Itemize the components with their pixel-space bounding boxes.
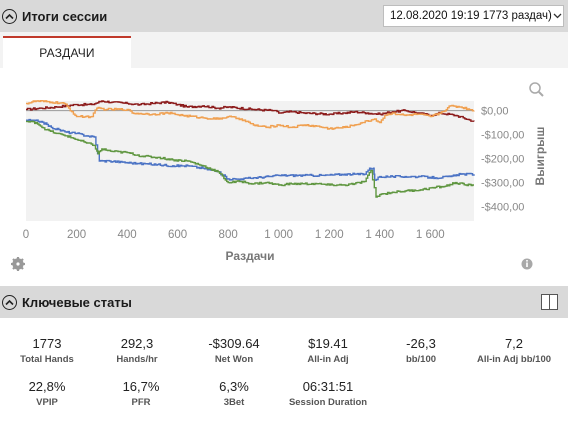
stat-session-duration: 06:31:51 Session Duration	[283, 379, 373, 409]
series-line-1	[26, 100, 475, 122]
stat-value: 6,3%	[219, 379, 249, 394]
chevron-up-icon	[5, 13, 14, 19]
stat-value: -26,3	[406, 336, 436, 351]
winnings-chart: 0 200 400 600 800 1 000 1 200 1 400 1 600 $0,00 -…	[11, 82, 547, 271]
stat-vpip: 22,8% VPIP	[2, 379, 92, 409]
x-tick-label: 1 200	[315, 229, 344, 241]
stat-3bet: 6,3% 3Bet	[189, 379, 279, 409]
x-tick-label: 400	[117, 229, 136, 241]
series-line-3	[26, 118, 475, 181]
collapse-session-button[interactable]	[2, 8, 17, 24]
session-header: Итоги сессии 12.08.2020 19:19 1773 разда…	[0, 0, 568, 32]
tab-bar: РАЗДАЧИ	[0, 32, 568, 68]
y-tick-label: -$100,00	[481, 130, 524, 142]
chevron-up-icon	[5, 299, 14, 305]
y-tick-label: -$200,00	[481, 154, 524, 166]
stats-grid: 1773 Total Hands 292,3 Hands/hr -$309.64…	[0, 318, 568, 421]
stat-value: 1773	[32, 336, 62, 351]
stats-title: Ключевые статы	[22, 294, 132, 310]
stat-label: Session Duration	[288, 397, 368, 408]
session-select[interactable]: 12.08.2020 19:19 1773 раздач)	[383, 5, 564, 27]
magnifier-icon[interactable]	[529, 82, 544, 97]
stat-label: Total Hands	[20, 354, 74, 365]
y-tick-label: $0,00	[481, 106, 509, 118]
stat-value: 16,7%	[122, 379, 160, 394]
x-tick-label: 600	[168, 229, 187, 241]
series-line-4	[26, 120, 474, 198]
stats-header: Ключевые статы	[0, 286, 568, 318]
stat-total-hands: 1773 Total Hands	[2, 336, 92, 366]
stat-label: Hands/hr	[116, 354, 158, 365]
stat-label: bb/100	[405, 354, 437, 365]
session-title: Итоги сессии	[22, 8, 108, 24]
stat-pfr: 16,7% PFR	[96, 379, 186, 409]
stat-value: 7,2	[504, 336, 524, 351]
y-tick-label: -$400,00	[481, 202, 524, 214]
stat-all-in-adj-bb100: 7,2 All-in Adj bb/100	[469, 336, 559, 366]
x-tick-label: 0	[23, 229, 29, 241]
graph-panel: 0 200 400 600 800 1 000 1 200 1 400 1 600 $0,00 -…	[0, 68, 568, 286]
stat-hands-hr: 292,3 Hands/hr	[92, 336, 182, 366]
stat-value: 06:31:51	[302, 379, 354, 394]
x-tick-label: 1 400	[365, 229, 394, 241]
stat-value: 292,3	[120, 336, 154, 351]
gear-icon[interactable]	[11, 257, 25, 271]
x-tick-label: 1 600	[416, 229, 445, 241]
collapse-stats-button[interactable]	[2, 294, 17, 310]
info-icon[interactable]	[521, 258, 533, 270]
y-tick-label: -$300,00	[481, 178, 524, 190]
stat-all-in-adj: $19.41 All-in Adj	[283, 336, 373, 366]
stat-label: 3Bet	[223, 397, 245, 408]
series-line-2	[26, 100, 475, 130]
x-tick-label: 200	[67, 229, 86, 241]
x-axis-label: Раздачи	[226, 249, 275, 263]
stat-value: -$309.64	[208, 336, 260, 351]
tab-hands[interactable]: РАЗДАЧИ	[3, 36, 131, 68]
stat-label: All-in Adj	[307, 354, 349, 365]
x-tick-label: 1 000	[264, 229, 293, 241]
columns-icon[interactable]	[541, 294, 558, 310]
stat-label: VPIP	[36, 397, 58, 408]
chevron-down-icon	[553, 13, 562, 19]
plot-area	[26, 101, 474, 221]
stat-value: $19.41	[308, 336, 348, 351]
session-select-value: 12.08.2020 19:19 1773 раздач)	[390, 10, 552, 22]
stat-value: 22,8%	[28, 379, 66, 394]
stat-label: Net Won	[214, 354, 254, 365]
x-tick-label: 800	[219, 229, 238, 241]
y-axis-label: Выигрыш	[533, 127, 547, 186]
stat-net-won: -$309.64 Net Won	[189, 336, 279, 366]
stat-label: All-in Adj bb/100	[476, 354, 552, 365]
stat-bb100: -26,3 bb/100	[376, 336, 466, 366]
stat-label: PFR	[131, 397, 151, 408]
